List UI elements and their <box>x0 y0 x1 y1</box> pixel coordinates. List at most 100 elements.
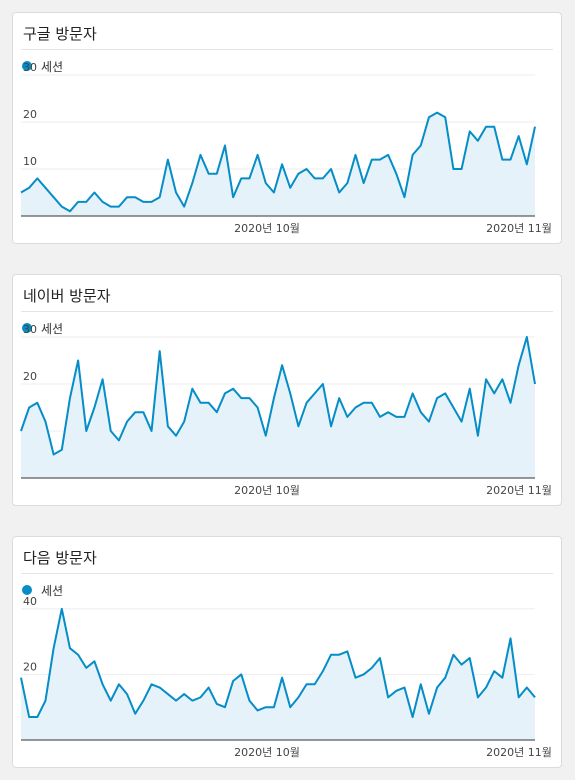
data-point[interactable] <box>238 175 244 181</box>
data-point[interactable] <box>328 166 334 172</box>
data-point[interactable] <box>197 694 203 700</box>
data-point[interactable] <box>442 390 448 396</box>
data-point[interactable] <box>67 645 73 651</box>
data-point[interactable] <box>483 376 489 382</box>
data-point[interactable] <box>230 386 236 392</box>
data-point[interactable] <box>165 691 171 697</box>
data-point[interactable] <box>91 190 97 196</box>
data-point[interactable] <box>483 685 489 691</box>
data-point[interactable] <box>328 423 334 429</box>
data-point[interactable] <box>116 204 122 210</box>
data-point[interactable] <box>132 711 138 717</box>
data-point[interactable] <box>279 675 285 681</box>
data-point[interactable] <box>100 199 106 205</box>
data-point[interactable] <box>361 180 367 186</box>
data-point[interactable] <box>353 152 359 158</box>
data-point[interactable] <box>499 376 505 382</box>
data-point[interactable] <box>434 395 440 401</box>
data-point[interactable] <box>124 419 130 425</box>
data-point[interactable] <box>26 714 32 720</box>
data-point[interactable] <box>467 655 473 661</box>
data-point[interactable] <box>369 157 375 163</box>
data-point[interactable] <box>75 358 81 364</box>
data-point[interactable] <box>181 419 187 425</box>
series-line[interactable] <box>20 607 536 719</box>
data-point[interactable] <box>246 395 252 401</box>
data-point[interactable] <box>508 400 514 406</box>
data-point[interactable] <box>508 157 514 163</box>
data-point[interactable] <box>401 685 407 691</box>
data-point[interactable] <box>246 175 252 181</box>
data-point[interactable] <box>116 437 122 443</box>
data-point[interactable] <box>393 414 399 420</box>
data-point[interactable] <box>304 681 310 687</box>
data-point[interactable] <box>197 152 203 158</box>
data-point[interactable] <box>42 419 48 425</box>
data-point[interactable] <box>442 675 448 681</box>
data-point[interactable] <box>83 428 89 434</box>
data-point[interactable] <box>532 381 538 387</box>
data-point[interactable] <box>524 161 530 167</box>
data-point[interactable] <box>214 701 220 707</box>
data-point[interactable] <box>312 681 318 687</box>
data-point[interactable] <box>206 685 212 691</box>
chart-legend[interactable]: 세션 <box>22 582 63 598</box>
data-point[interactable] <box>75 199 81 205</box>
data-point[interactable] <box>173 698 179 704</box>
data-point[interactable] <box>328 652 334 658</box>
data-point[interactable] <box>344 648 350 654</box>
data-point[interactable] <box>426 419 432 425</box>
data-point[interactable] <box>410 714 416 720</box>
data-point[interactable] <box>140 199 146 205</box>
data-point[interactable] <box>499 675 505 681</box>
data-point[interactable] <box>410 152 416 158</box>
data-point[interactable] <box>295 171 301 177</box>
data-point[interactable] <box>459 166 465 172</box>
data-point[interactable] <box>189 180 195 186</box>
data-point[interactable] <box>516 362 522 368</box>
data-point[interactable] <box>42 698 48 704</box>
data-point[interactable] <box>475 138 481 144</box>
data-point[interactable] <box>100 376 106 382</box>
data-point[interactable] <box>75 652 81 658</box>
data-point[interactable] <box>214 171 220 177</box>
data-point[interactable] <box>51 194 57 200</box>
data-point[interactable] <box>165 157 171 163</box>
data-point[interactable] <box>263 704 269 710</box>
data-point[interactable] <box>344 414 350 420</box>
data-point[interactable] <box>361 671 367 677</box>
data-point[interactable] <box>508 635 514 641</box>
data-point[interactable] <box>59 204 65 210</box>
data-point[interactable] <box>353 675 359 681</box>
data-point[interactable] <box>336 652 342 658</box>
data-point[interactable] <box>149 199 155 205</box>
data-point[interactable] <box>26 185 32 191</box>
data-point[interactable] <box>116 681 122 687</box>
series-line[interactable] <box>20 336 536 456</box>
data-point[interactable] <box>108 428 114 434</box>
data-point[interactable] <box>222 390 228 396</box>
data-point[interactable] <box>385 152 391 158</box>
data-point[interactable] <box>271 190 277 196</box>
data-point[interactable] <box>442 114 448 120</box>
data-point[interactable] <box>140 409 146 415</box>
data-point[interactable] <box>287 185 293 191</box>
data-point[interactable] <box>304 166 310 172</box>
data-point[interactable] <box>51 452 57 458</box>
data-point[interactable] <box>124 194 130 200</box>
data-point[interactable] <box>189 698 195 704</box>
data-point[interactable] <box>483 124 489 130</box>
data-point[interactable] <box>295 423 301 429</box>
data-point[interactable] <box>59 447 65 453</box>
data-point[interactable] <box>459 662 465 668</box>
data-point[interactable] <box>418 409 424 415</box>
data-point[interactable] <box>18 190 24 196</box>
data-point[interactable] <box>181 204 187 210</box>
data-point[interactable] <box>475 694 481 700</box>
data-point[interactable] <box>450 652 456 658</box>
data-point[interactable] <box>67 395 73 401</box>
data-point[interactable] <box>26 405 32 411</box>
data-point[interactable] <box>295 694 301 700</box>
data-point[interactable] <box>524 334 530 340</box>
data-point[interactable] <box>532 124 538 130</box>
